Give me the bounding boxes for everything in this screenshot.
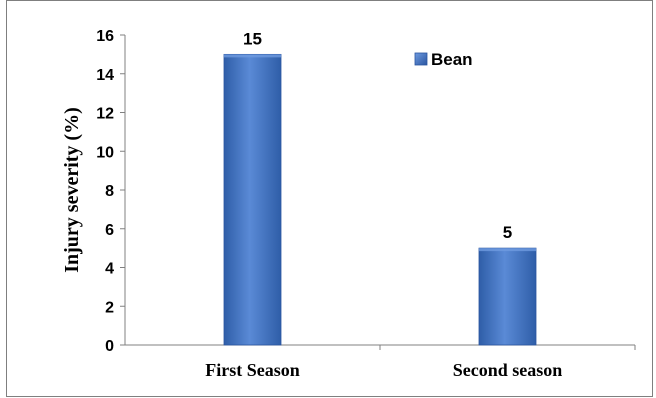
- y-tick-label: 8: [105, 183, 114, 200]
- bar-top-highlight: [224, 54, 281, 58]
- legend: Bean: [414, 50, 473, 69]
- y-tick-label: 12: [96, 106, 114, 123]
- y-tick-label: 6: [105, 222, 114, 239]
- y-tick-label: 0: [105, 338, 114, 355]
- x-tick-label: First Season: [205, 360, 300, 380]
- chart-border: [6, 0, 653, 397]
- y-tick-label: 2: [105, 299, 114, 316]
- data-label: 15: [243, 29, 262, 48]
- y-tick-label: 16: [96, 28, 114, 45]
- legend-swatch-bean: [414, 52, 428, 66]
- bar-second-season: [478, 247, 537, 346]
- y-tick-label: 14: [96, 67, 114, 84]
- data-label: 5: [503, 223, 512, 242]
- y-tick-label: 4: [105, 261, 114, 278]
- x-tick-label: Second season: [453, 360, 563, 380]
- bar-first-season: [223, 53, 282, 346]
- y-axis-label: Injury severity (%): [61, 107, 83, 273]
- legend-label-bean: Bean: [431, 50, 473, 69]
- bars: 15 5: [223, 29, 537, 346]
- bar-top-highlight: [479, 248, 536, 252]
- y-ticks: 0 2 4 6 8 10 12 14 16: [96, 28, 125, 355]
- x-tick-labels: First Season Second season: [205, 345, 636, 380]
- y-tick-label: 10: [96, 144, 114, 161]
